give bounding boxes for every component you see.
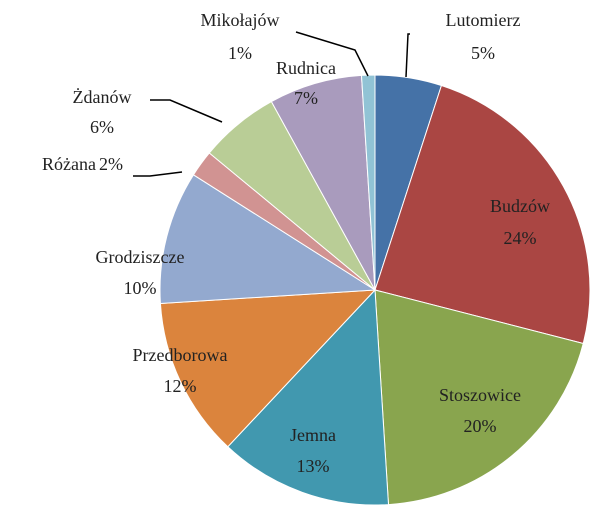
pie-slice bbox=[159, 289, 377, 448]
leader-line bbox=[295, 31, 369, 77]
slice-label: 12% bbox=[164, 376, 197, 396]
slice-name: Jemna bbox=[290, 425, 336, 445]
leader-line bbox=[150, 99, 223, 123]
slice-name: Stoszowice bbox=[439, 385, 521, 405]
slice-name: Rudnica bbox=[276, 58, 336, 78]
slice-label: 13% bbox=[297, 456, 330, 476]
slice-name: Grodziszcze bbox=[96, 247, 185, 267]
slice-name: Żdanów bbox=[73, 87, 132, 107]
pie-slice bbox=[374, 289, 584, 506]
slice-label: 24% bbox=[504, 228, 537, 248]
leader-line bbox=[405, 33, 410, 78]
leader-line bbox=[133, 171, 183, 177]
slice-label: 10% bbox=[124, 278, 157, 298]
slice-name: Mikołajów bbox=[201, 10, 280, 30]
slice-label: 1% bbox=[228, 43, 252, 63]
slice-label: 20% bbox=[464, 416, 497, 436]
slice-name: Budzów bbox=[490, 196, 550, 216]
slice-name: Lutomierz bbox=[446, 10, 521, 30]
slice-name: Przedborowa bbox=[133, 345, 228, 365]
pie-slice bbox=[227, 288, 390, 506]
pie-slice bbox=[374, 84, 590, 345]
slice-name: Różana bbox=[42, 154, 96, 174]
pie-slice bbox=[159, 174, 377, 305]
slice-label: 5% bbox=[471, 43, 495, 63]
slice-label: 7% bbox=[294, 88, 318, 108]
slice-label: 6% bbox=[90, 117, 114, 137]
slice-label: 2% bbox=[99, 154, 123, 174]
